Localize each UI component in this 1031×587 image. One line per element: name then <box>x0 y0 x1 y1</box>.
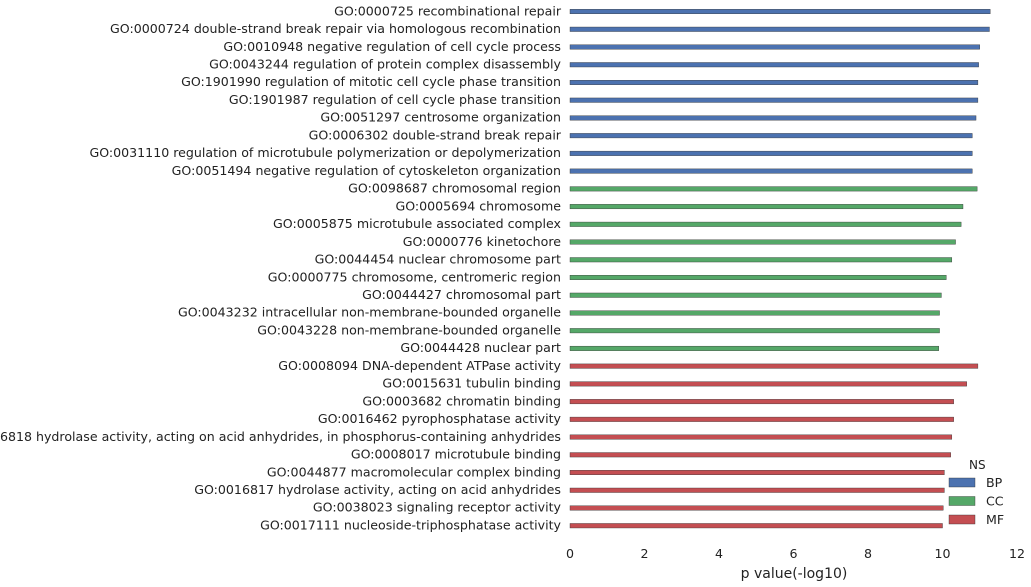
bar <box>569 452 951 458</box>
bar <box>569 381 967 387</box>
category-label: GO:0000724 double-strand break repair vi… <box>110 21 561 36</box>
category-label: GO:0003682 chromatin binding <box>362 393 561 408</box>
bar <box>569 523 943 529</box>
bar <box>569 150 973 156</box>
category-label: GO:0010948 negative regulation of cell c… <box>223 39 561 54</box>
bar <box>569 310 940 316</box>
category-label: GO:0043244 regulation of protein complex… <box>209 56 561 71</box>
bar <box>569 80 979 85</box>
x-tick-label: 2 <box>640 546 648 561</box>
bar <box>569 434 953 440</box>
category-label: GO:0044877 macromolecular complex bindin… <box>267 464 561 479</box>
bar <box>569 186 978 192</box>
bar <box>569 62 979 68</box>
bar <box>569 292 942 298</box>
category-label: GO:0043228 non-membrane-bounded organell… <box>257 322 561 337</box>
category-label: GO:0051494 negative regulation of cytosk… <box>172 163 561 178</box>
bar <box>569 363 979 369</box>
bar <box>569 345 939 351</box>
category-label: GO:0044428 nuclear part <box>400 340 561 355</box>
x-tick-label: 12 <box>1009 546 1025 561</box>
category-label: GO:0016818 hydrolase activity, acting on… <box>0 429 561 444</box>
legend-label: BP <box>986 475 1003 490</box>
bar <box>569 505 944 511</box>
x-tick-label: 8 <box>864 546 872 561</box>
category-label: GO:0000776 kinetochore <box>403 234 561 249</box>
category-label: GO:0000775 chromosome, centromeric regio… <box>268 269 561 284</box>
bar <box>569 487 945 493</box>
bars-layer <box>569 9 991 529</box>
category-label: GO:0015631 tubulin binding <box>382 376 561 391</box>
bar <box>569 328 940 334</box>
x-axis-ticks: 0 2 4 6 8 10 12 <box>566 546 1025 561</box>
bar <box>569 257 953 263</box>
bar <box>569 168 973 174</box>
bar <box>569 221 962 227</box>
category-label: GO:0017111 nucleoside-triphosphatase act… <box>260 517 561 532</box>
category-label: GO:0016817 hydrolase activity, acting on… <box>194 482 561 497</box>
category-label: GO:0005694 chromosome <box>395 198 561 213</box>
bar <box>569 416 954 422</box>
bar <box>569 26 990 32</box>
x-tick-label: 0 <box>566 546 574 561</box>
bar <box>569 9 991 15</box>
category-label: GO:0000725 recombinational repair <box>334 3 562 18</box>
legend-swatch <box>948 514 976 525</box>
category-label: GO:0098687 chromosomal region <box>348 181 561 196</box>
category-label: GO:0006302 double-strand break repair <box>309 127 562 142</box>
x-tick-label: 4 <box>715 546 723 561</box>
bar <box>569 133 973 139</box>
category-label: GO:0044454 nuclear chromosome part <box>315 252 561 267</box>
legend-label: CC <box>986 494 1004 509</box>
bar <box>569 275 947 280</box>
category-labels: GO:0000725 recombinational repair GO:0000… <box>0 3 562 532</box>
bar <box>569 399 954 405</box>
category-label: GO:0043232 intracellular non-membrane-bo… <box>178 305 561 320</box>
bar <box>569 115 977 121</box>
x-tick-label: 10 <box>934 546 950 561</box>
bar <box>569 44 980 50</box>
legend-title: NS <box>969 458 986 472</box>
category-label: GO:1901990 regulation of mitotic cell cy… <box>181 74 561 89</box>
legend: NS BP CC MF <box>948 458 1004 527</box>
x-tick-label: 6 <box>789 546 797 561</box>
category-label: GO:0008017 microtubule binding <box>351 447 561 462</box>
category-label: GO:0051297 centrosome organization <box>320 110 561 125</box>
category-label: GO:0005875 microtubule associated comple… <box>273 216 562 231</box>
category-label: GO:0031110 regulation of microtubule pol… <box>89 145 561 160</box>
category-label: GO:0044427 chromosomal part <box>362 287 561 302</box>
category-label: GO:0008094 DNA-dependent ATPase activity <box>278 358 561 373</box>
bar <box>569 204 964 210</box>
legend-swatch <box>948 477 976 488</box>
legend-swatch <box>948 496 976 506</box>
x-axis-label: p value(-log10) <box>741 566 848 582</box>
bar <box>569 239 956 245</box>
legend-label: MF <box>986 512 1004 527</box>
bar <box>569 470 945 475</box>
bar <box>569 97 979 103</box>
category-label: GO:0038023 signaling receptor activity <box>313 500 562 515</box>
category-label: GO:1901987 regulation of cell cycle phas… <box>229 92 561 107</box>
category-label: GO:0016462 pyrophosphatase activity <box>318 411 562 426</box>
